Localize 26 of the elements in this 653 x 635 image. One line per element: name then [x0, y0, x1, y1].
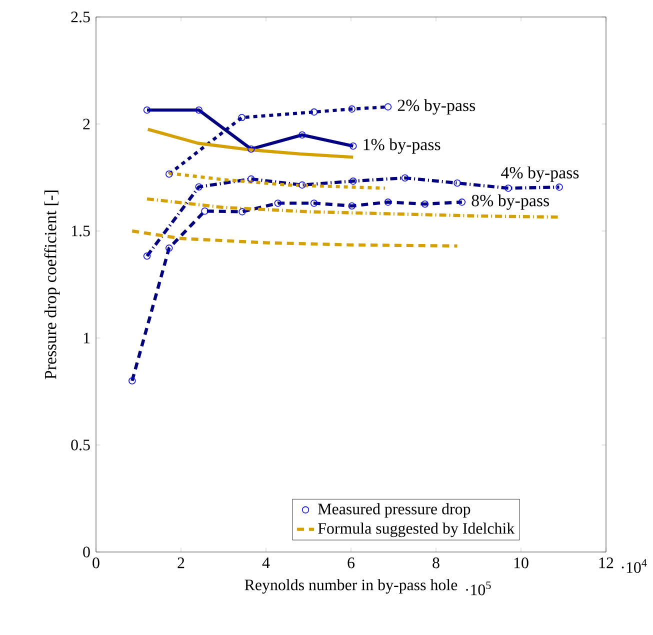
line-series — [146, 128, 355, 159]
annotation: 8% by-pass — [472, 194, 550, 210]
x-tick-label: 2 — [178, 558, 184, 568]
x-tick-label: 12 — [599, 558, 614, 568]
y-tick-label: 1.5 — [72, 226, 90, 236]
x-tick-label: 8 — [432, 558, 440, 568]
x-tick-label: 10 — [514, 558, 528, 568]
legend-label: Formula suggested by Idelchik — [318, 522, 515, 538]
x-tick-label: 4 — [262, 558, 270, 568]
y-axis-title: Pressure drop coefficient [-] — [44, 190, 60, 380]
y-tick-label: 1 — [84, 332, 90, 344]
y-tick-label: 2 — [83, 118, 90, 130]
annotation: 1% by-pass — [364, 138, 440, 154]
line-series — [130, 229, 459, 248]
y-tick-label: 0.5 — [71, 440, 90, 450]
y-tick-label: 0 — [83, 546, 90, 558]
text: ·10$^{5}$ — [466, 582, 491, 596]
text: ·10$^{4}$ — [622, 559, 647, 573]
line-series — [168, 172, 387, 190]
x-tick-label: 0 — [92, 558, 100, 568]
annotation: 2% by-pass — [398, 99, 476, 115]
legend-label: Measured pressure drop — [318, 503, 470, 518]
y-tick-label: 2.5 — [71, 12, 90, 22]
annotation: 4% by-pass — [501, 166, 579, 182]
x-tick-label: 6 — [348, 558, 355, 568]
x-axis-title: Reynolds number in by-pass hole — [244, 579, 458, 594]
